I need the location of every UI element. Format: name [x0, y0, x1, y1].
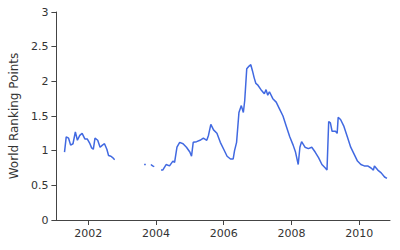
svg-text:3: 3	[41, 6, 48, 19]
svg-text:0.5: 0.5	[31, 179, 49, 192]
svg-text:2004: 2004	[142, 227, 170, 240]
svg-text:2010: 2010	[345, 227, 373, 240]
svg-text:1.5: 1.5	[31, 110, 49, 123]
svg-text:2.5: 2.5	[31, 40, 49, 53]
svg-text:2002: 2002	[74, 227, 102, 240]
svg-text:1: 1	[41, 144, 48, 157]
svg-text:2006: 2006	[210, 227, 238, 240]
svg-text:World Ranking Points: World Ranking Points	[7, 53, 21, 180]
svg-text:2: 2	[41, 75, 48, 88]
svg-text:2008: 2008	[277, 227, 305, 240]
svg-text:0: 0	[41, 214, 48, 227]
